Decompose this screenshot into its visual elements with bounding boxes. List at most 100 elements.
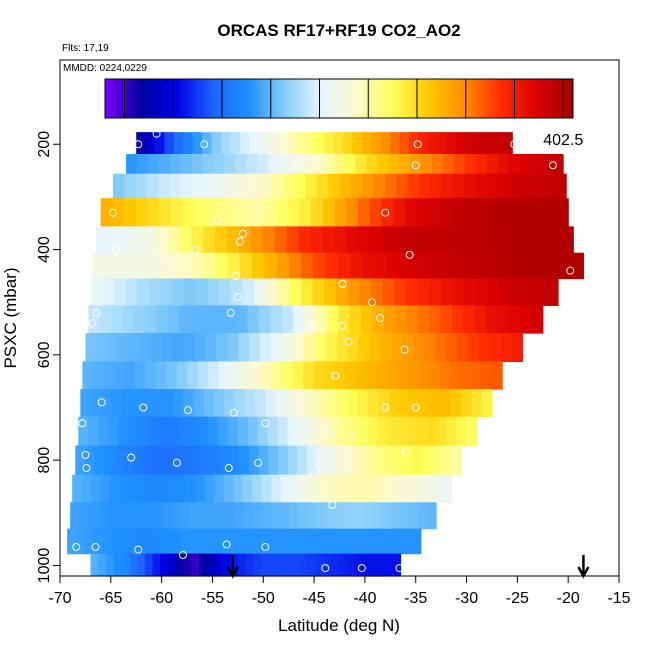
co2-cell [103, 361, 115, 390]
co2-cell [413, 445, 424, 476]
co2-cell [227, 333, 239, 363]
co2-cell [194, 198, 207, 227]
co2-cell [191, 153, 204, 175]
co2-cell [440, 389, 452, 418]
co2-cell [155, 361, 167, 390]
co2-cell [111, 389, 123, 418]
co2-cell [287, 198, 300, 227]
x-axis-label: Latitude (deg N) [278, 616, 400, 635]
co2-cell [346, 553, 355, 577]
co2-cell [426, 416, 438, 447]
sample-point [566, 266, 575, 275]
co2-cell [367, 416, 378, 447]
co2-cell [359, 278, 372, 306]
co2-cell [334, 361, 346, 390]
co2-cell [207, 416, 219, 447]
co2-cell [153, 252, 167, 280]
x-tick-label: -30 [455, 590, 478, 607]
co2-cell [271, 333, 283, 363]
co2-cell [238, 333, 250, 363]
co2-cell [268, 445, 279, 476]
co2-cell [427, 198, 441, 227]
co2-cell [203, 389, 215, 418]
co2-cell [317, 502, 327, 530]
x-tick-label: -40 [353, 590, 376, 607]
co2-cell [217, 198, 230, 227]
co2-cell [367, 528, 378, 555]
sample-point [357, 564, 366, 573]
co2-cell [75, 445, 86, 476]
co2-cell [314, 333, 327, 363]
co2-cell [306, 445, 318, 476]
co2-cell [546, 278, 559, 306]
x-tick-label: -60 [150, 590, 173, 607]
co2-cell [399, 153, 411, 175]
co2-cell [299, 474, 310, 503]
co2-cell [242, 278, 255, 306]
co2-cell [208, 361, 220, 390]
co2-cell [214, 389, 225, 418]
co2-cell [396, 173, 409, 199]
co2-cell [485, 305, 498, 334]
co2-cell [306, 389, 318, 418]
co2-cell [162, 389, 174, 418]
co2-cell [296, 132, 307, 155]
co2-cell [217, 416, 229, 447]
co2-cell [143, 502, 154, 530]
co2-cell [182, 528, 192, 555]
sample-point [178, 550, 187, 559]
co2-cell [358, 528, 369, 555]
co2-cell [277, 416, 289, 447]
co2-cell [435, 333, 447, 363]
x-tick-label: -70 [48, 590, 71, 607]
co2-cell [198, 553, 208, 577]
sample-point [111, 245, 120, 254]
co2-cell [234, 502, 245, 530]
co2-cell [303, 333, 316, 363]
co2-cell [134, 361, 146, 390]
co2-cell [372, 305, 385, 334]
co2-cell [370, 226, 383, 254]
co2-cell [347, 389, 359, 418]
sample-point [200, 140, 209, 149]
co2-cell [313, 361, 325, 390]
co2-cell [203, 173, 216, 199]
co2-cell [252, 252, 265, 280]
co2-cell [227, 416, 239, 447]
co2-cell [344, 502, 355, 530]
co2-cell [307, 416, 318, 447]
co2-cell [293, 333, 305, 363]
co2-cell [298, 226, 312, 254]
co2-cell [311, 198, 324, 227]
co2-cell [335, 445, 347, 476]
co2-cell [376, 361, 388, 390]
co2-cell [430, 389, 442, 418]
co2-cell [384, 474, 396, 503]
co2-cell [481, 361, 493, 390]
sample-point [152, 129, 161, 138]
co2-cell [418, 132, 429, 155]
co2-cell [509, 198, 523, 227]
co2-cell [406, 416, 418, 447]
co2-cell [230, 132, 241, 155]
co2-cell [358, 389, 370, 418]
co2-cell [489, 226, 503, 254]
sample-point [315, 461, 324, 470]
co2-cell [358, 333, 371, 363]
co2-cell [112, 198, 125, 227]
co2-cell [418, 226, 431, 254]
co2-cell [207, 278, 220, 306]
co2-cell [160, 553, 169, 577]
co2-cell [486, 173, 499, 199]
x-tick-label: -25 [506, 590, 529, 607]
co2-cell [508, 305, 521, 334]
co2-cell [235, 528, 245, 555]
co2-cell [179, 502, 190, 530]
co2-cell [286, 226, 300, 254]
co2-cell [322, 153, 335, 175]
co2-cell [407, 173, 420, 199]
co2-cell [338, 305, 351, 334]
co2-cell [176, 474, 187, 503]
co2-cell [349, 305, 362, 334]
co2-cell [406, 278, 419, 306]
